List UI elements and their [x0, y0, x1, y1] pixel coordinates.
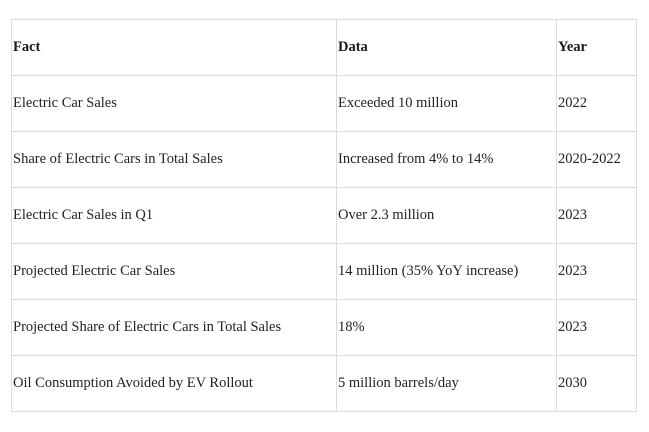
data-cell: 14 million (35% YoY increase): [336, 243, 557, 300]
table-row: Electric Car Sales in Q1 Over 2.3 millio…: [11, 187, 637, 244]
table-row: Share of Electric Cars in Total Sales In…: [11, 131, 637, 188]
data-cell: Over 2.3 million: [336, 187, 557, 244]
year-cell: 2023: [556, 187, 637, 244]
header-data: Data: [336, 19, 557, 76]
data-cell: Exceeded 10 million: [336, 75, 557, 132]
data-cell: 18%: [336, 299, 557, 356]
fact-cell: Oil Consumption Avoided by EV Rollout: [11, 355, 337, 412]
table-row: Oil Consumption Avoided by EV Rollout 5 …: [11, 355, 637, 412]
facts-table: Fact Data Year Electric Car Sales Exceed…: [11, 19, 637, 412]
table-body: Electric Car Sales Exceeded 10 million 2…: [11, 75, 637, 412]
year-cell: 2023: [556, 299, 637, 356]
table-header: Fact Data Year: [11, 19, 637, 76]
header-row: Fact Data Year: [11, 19, 637, 76]
fact-cell: Projected Electric Car Sales: [11, 243, 337, 300]
table-row: Electric Car Sales Exceeded 10 million 2…: [11, 75, 637, 132]
fact-cell: Share of Electric Cars in Total Sales: [11, 131, 337, 188]
fact-cell: Projected Share of Electric Cars in Tota…: [11, 299, 337, 356]
fact-cell: Electric Car Sales in Q1: [11, 187, 337, 244]
year-cell: 2023: [556, 243, 637, 300]
fact-cell: Electric Car Sales: [11, 75, 337, 132]
header-fact: Fact: [11, 19, 337, 76]
table-row: Projected Share of Electric Cars in Tota…: [11, 299, 637, 356]
table-row: Projected Electric Car Sales 14 million …: [11, 243, 637, 300]
header-year: Year: [556, 19, 637, 76]
data-cell: 5 million barrels/day: [336, 355, 557, 412]
year-cell: 2020-2022: [556, 131, 637, 188]
data-cell: Increased from 4% to 14%: [336, 131, 557, 188]
year-cell: 2022: [556, 75, 637, 132]
year-cell: 2030: [556, 355, 637, 412]
